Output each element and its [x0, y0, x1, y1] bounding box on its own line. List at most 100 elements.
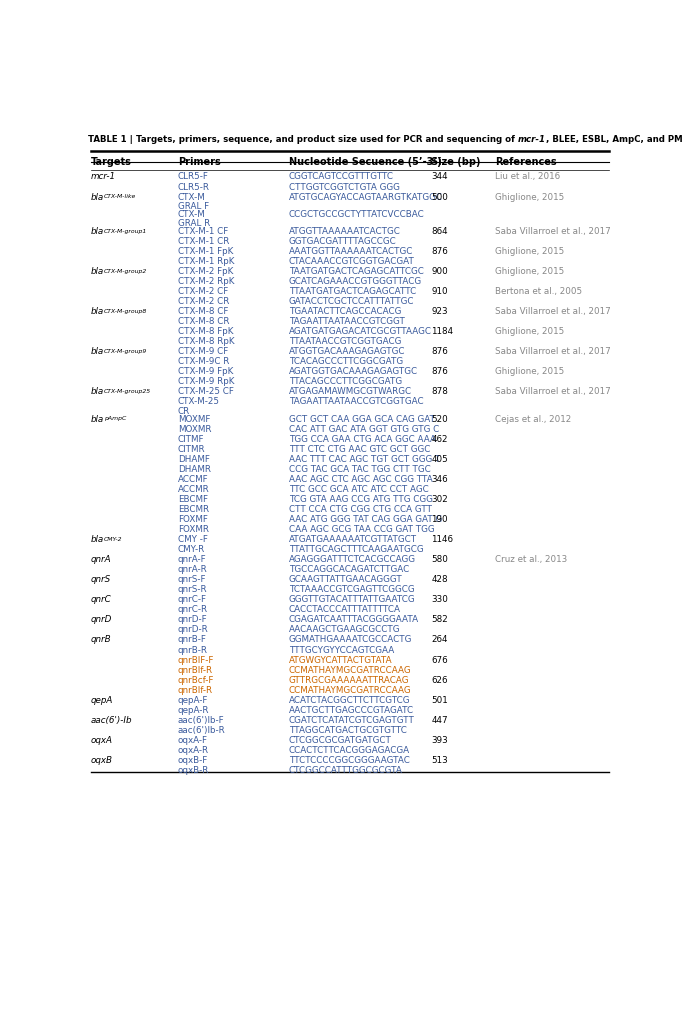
- Text: CTX-M-25: CTX-M-25: [178, 397, 220, 407]
- Text: 462: 462: [432, 435, 448, 443]
- Text: CITMF: CITMF: [178, 435, 204, 443]
- Text: TGG CCA GAA CTG ACA GGC AAA: TGG CCA GAA CTG ACA GGC AAA: [288, 435, 436, 443]
- Text: CCMATHAYMGCGATRCCAAG: CCMATHAYMGCGATRCCAAG: [288, 665, 411, 675]
- Text: CMY -F: CMY -F: [178, 535, 207, 544]
- Text: Cejas et al., 2012: Cejas et al., 2012: [495, 415, 571, 424]
- Text: qnrB-R: qnrB-R: [178, 645, 208, 654]
- Text: CTX-M-2 CF: CTX-M-2 CF: [178, 287, 228, 296]
- Text: GTTRGCGAAAAAATTRACAG: GTTRGCGAAAAAATTRACAG: [288, 676, 409, 685]
- Text: Ghiglione, 2015: Ghiglione, 2015: [495, 267, 564, 276]
- Text: oqxA: oqxA: [91, 736, 113, 745]
- Text: TAATGATGACTCAGAGCATTCGC: TAATGATGACTCAGAGCATTCGC: [288, 267, 424, 276]
- Text: qnrA: qnrA: [91, 555, 111, 565]
- Text: 346: 346: [432, 475, 448, 484]
- Text: oqxB-R: oqxB-R: [178, 766, 209, 775]
- Text: GATACCTCGCTCCATTTATTGC: GATACCTCGCTCCATTTATTGC: [288, 297, 414, 306]
- Text: CCMATHAYMGCGATRCCAAG: CCMATHAYMGCGATRCCAAG: [288, 686, 411, 695]
- Text: CTX-M-8 RpK: CTX-M-8 RpK: [178, 337, 235, 346]
- Text: TCACAGCCCTTCGGCGATG: TCACAGCCCTTCGGCGATG: [288, 358, 403, 366]
- Text: ATGAGAMAWMGCGTWARGC: ATGAGAMAWMGCGTWARGC: [288, 387, 412, 396]
- Text: TCG GTA AAG CCG ATG TTG CGG: TCG GTA AAG CCG ATG TTG CGG: [288, 495, 432, 503]
- Text: CTX-M-group8: CTX-M-group8: [104, 309, 147, 314]
- Text: 264: 264: [432, 636, 448, 644]
- Text: ATGTGCAGYACCAGTAARGTKATGGC: ATGTGCAGYACCAGTAARGTKATGGC: [288, 193, 443, 202]
- Text: qepA-R: qepA-R: [178, 706, 209, 714]
- Text: qnrB: qnrB: [91, 636, 111, 644]
- Text: CTX-M-8 CF: CTX-M-8 CF: [178, 307, 228, 316]
- Text: CCG TAC GCA TAC TGG CTT TGC: CCG TAC GCA TAC TGG CTT TGC: [288, 465, 430, 474]
- Text: TTC GCC GCA ATC ATC CCT AGC: TTC GCC GCA ATC ATC CCT AGC: [288, 485, 428, 494]
- Text: bla: bla: [91, 307, 104, 316]
- Text: Saba Villarroel et al., 2017: Saba Villarroel et al., 2017: [495, 347, 610, 357]
- Text: CGAGATCAATTTACGGGGAATA: CGAGATCAATTTACGGGGAATA: [288, 615, 419, 625]
- Text: 520: 520: [432, 415, 448, 424]
- Text: GRAL R: GRAL R: [178, 219, 210, 228]
- Text: TGCCAGGCACAGATCTTGAC: TGCCAGGCACAGATCTTGAC: [288, 566, 409, 574]
- Text: qnrBcf-F: qnrBcf-F: [178, 676, 214, 685]
- Text: bla: bla: [91, 415, 104, 424]
- Text: ATGGTTAAAAAATCACTGC: ATGGTTAAAAAATCACTGC: [288, 227, 400, 235]
- Text: qnrC-F: qnrC-F: [178, 595, 207, 604]
- Text: Nucleotide Secuence (5’-3’): Nucleotide Secuence (5’-3’): [288, 157, 441, 167]
- Text: GGMATHGAAAATCGCCACTG: GGMATHGAAAATCGCCACTG: [288, 636, 412, 644]
- Text: TTAGGCATGACTGCGTGTTC: TTAGGCATGACTGCGTGTTC: [288, 726, 406, 735]
- Text: CTX-M-group1: CTX-M-group1: [104, 228, 147, 233]
- Text: AAC AGC CTC AGC AGC CGG TTA: AAC AGC CTC AGC AGC CGG TTA: [288, 475, 432, 484]
- Text: Cruz et al., 2013: Cruz et al., 2013: [495, 555, 567, 565]
- Text: TCTAAACCGTCGAGTTCGGCG: TCTAAACCGTCGAGTTCGGCG: [288, 585, 415, 594]
- Text: FOXMF: FOXMF: [178, 515, 207, 524]
- Text: qnrBIf-R: qnrBIf-R: [178, 665, 213, 675]
- Text: AAATGGTTAAAAAATCACTGC: AAATGGTTAAAAAATCACTGC: [288, 247, 413, 256]
- Text: 626: 626: [432, 676, 448, 685]
- Text: qnrC-R: qnrC-R: [178, 605, 208, 614]
- Text: aac(6')Ib-F: aac(6')Ib-F: [178, 715, 224, 725]
- Text: CTCGGCGCGATGATGCT: CTCGGCGCGATGATGCT: [288, 736, 391, 745]
- Text: FOXMR: FOXMR: [178, 525, 209, 534]
- Text: CTTGGTCGGTCTGTA GGG: CTTGGTCGGTCTGTA GGG: [288, 182, 400, 192]
- Text: 393: 393: [432, 736, 448, 745]
- Text: 910: 910: [432, 287, 448, 296]
- Text: qnrD-R: qnrD-R: [178, 626, 209, 635]
- Text: AGATGATGAGACATCGCGTTAAGC: AGATGATGAGACATCGCGTTAAGC: [288, 327, 432, 336]
- Text: CACCTACCCATTTATTTTCA: CACCTACCCATTTATTTTCA: [288, 605, 401, 614]
- Text: 923: 923: [432, 307, 448, 316]
- Text: CTACAAACCGTCGGTGACGAT: CTACAAACCGTCGGTGACGAT: [288, 257, 415, 266]
- Text: CTX-M-9C R: CTX-M-9C R: [178, 358, 229, 366]
- Text: qnrD-F: qnrD-F: [178, 615, 207, 625]
- Text: CTCGGCCATTTGGCGCGTA: CTCGGCCATTTGGCGCGTA: [288, 766, 402, 775]
- Text: qnrC: qnrC: [91, 595, 111, 604]
- Text: 302: 302: [432, 495, 448, 503]
- Text: AAC TTT CAC AGC TGT GCT GGG T: AAC TTT CAC AGC TGT GCT GGG T: [288, 454, 440, 464]
- Text: qnrD: qnrD: [91, 615, 112, 625]
- Text: Targets: Targets: [91, 157, 132, 167]
- Text: Ghiglione, 2015: Ghiglione, 2015: [495, 247, 564, 256]
- Text: CTX-M-2 RpK: CTX-M-2 RpK: [178, 277, 234, 286]
- Text: , BLEE, ESBL, AmpC, and PMQR genes.: , BLEE, ESBL, AmpC, and PMQR genes.: [546, 135, 682, 144]
- Text: qepA: qepA: [91, 696, 113, 705]
- Text: qnrB-F: qnrB-F: [178, 636, 207, 644]
- Text: qnrS-R: qnrS-R: [178, 585, 207, 594]
- Text: CTX-M: CTX-M: [178, 210, 205, 219]
- Text: ATGWGYCATTACTGTATA: ATGWGYCATTACTGTATA: [288, 655, 392, 664]
- Text: Ghiglione, 2015: Ghiglione, 2015: [495, 367, 564, 376]
- Text: oqxA-R: oqxA-R: [178, 746, 209, 755]
- Text: CLR5-R: CLR5-R: [178, 182, 210, 192]
- Text: 344: 344: [432, 172, 448, 181]
- Text: 676: 676: [432, 655, 448, 664]
- Text: mcr-1: mcr-1: [518, 135, 546, 144]
- Text: oqxB: oqxB: [91, 756, 113, 765]
- Text: Size (bp): Size (bp): [432, 157, 481, 167]
- Text: ATGGTGACAAAGAGAGTGC: ATGGTGACAAAGAGAGTGC: [288, 347, 405, 357]
- Text: 876: 876: [432, 247, 448, 256]
- Text: Saba Villarroel et al., 2017: Saba Villarroel et al., 2017: [495, 387, 610, 396]
- Text: CCACTCTTCACGGGAGACGA: CCACTCTTCACGGGAGACGA: [288, 746, 410, 755]
- Text: DHAMR: DHAMR: [178, 465, 211, 474]
- Text: CTX-M-group2: CTX-M-group2: [104, 269, 147, 274]
- Text: EBCMF: EBCMF: [178, 495, 208, 503]
- Text: 428: 428: [432, 576, 448, 584]
- Text: bla: bla: [91, 535, 104, 544]
- Text: bla: bla: [91, 387, 104, 396]
- Text: GCATCAGAAACCGTGGGTTACG: GCATCAGAAACCGTGGGTTACG: [288, 277, 422, 286]
- Text: CTX-M-1 CR: CTX-M-1 CR: [178, 236, 229, 246]
- Text: TTCTCCCCGGCGGGAAGTAC: TTCTCCCCGGCGGGAAGTAC: [288, 756, 410, 765]
